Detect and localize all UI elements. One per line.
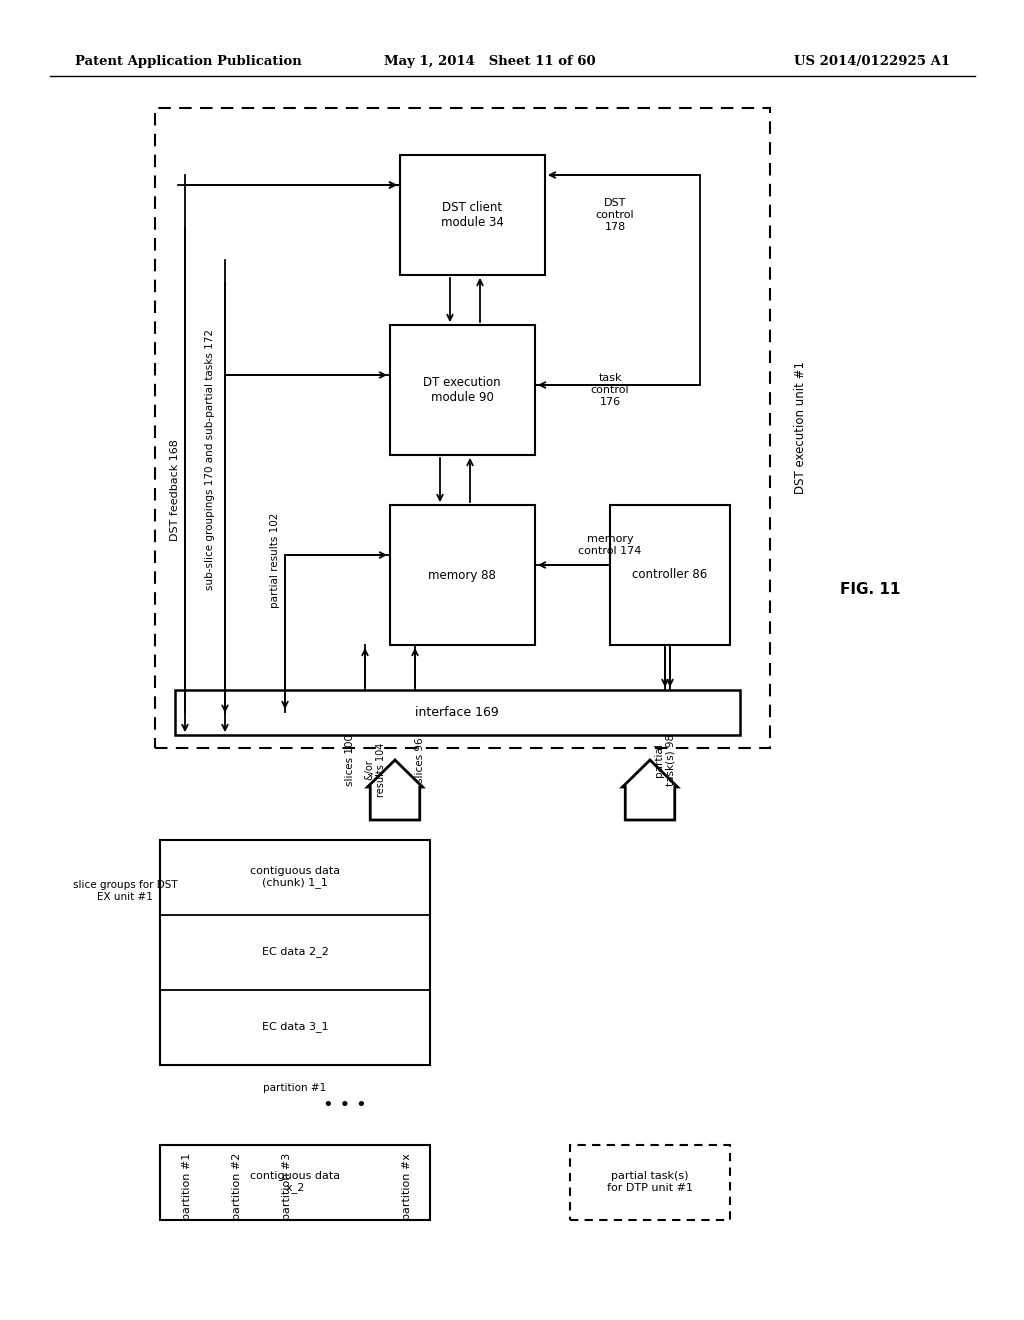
Text: EC data 2_2: EC data 2_2 [261, 946, 329, 957]
Bar [390, 325, 535, 455]
Polygon shape [623, 760, 678, 820]
Text: partition #3: partition #3 [282, 1152, 292, 1220]
Text: sub-slice groupings 170 and sub-partial tasks 172: sub-slice groupings 170 and sub-partial … [205, 330, 215, 590]
Bar [160, 1144, 430, 1220]
Bar [175, 690, 740, 735]
Text: • • •: • • • [324, 1096, 367, 1114]
Text: contiguous data
(chunk) 1_1: contiguous data (chunk) 1_1 [250, 866, 340, 888]
Text: FIG. 11: FIG. 11 [840, 582, 900, 598]
Text: controller 86: controller 86 [633, 569, 708, 582]
Bar [155, 108, 770, 748]
Text: partition #1: partition #1 [263, 1082, 327, 1093]
Text: memory 88: memory 88 [428, 569, 496, 582]
Text: memory
control 174: memory control 174 [579, 535, 642, 556]
Text: DST
control
178: DST control 178 [596, 198, 634, 231]
Text: DST execution unit #1: DST execution unit #1 [794, 362, 807, 495]
Text: May 1, 2014   Sheet 11 of 60: May 1, 2014 Sheet 11 of 60 [384, 55, 596, 69]
Text: slices 100: slices 100 [345, 734, 355, 785]
Polygon shape [368, 760, 423, 820]
Text: slice groups for DST
EX unit #1: slice groups for DST EX unit #1 [73, 880, 177, 902]
Text: partial results 102: partial results 102 [270, 512, 280, 607]
Text: partial
task(s) 98: partial task(s) 98 [654, 734, 676, 787]
Text: DST feedback 168: DST feedback 168 [170, 440, 180, 541]
Text: task
control
176: task control 176 [591, 374, 630, 407]
Text: contiguous data
x_2: contiguous data x_2 [250, 1171, 340, 1193]
Bar [610, 506, 730, 645]
Text: partition #2: partition #2 [232, 1152, 242, 1220]
Text: DST client
module 34: DST client module 34 [440, 201, 504, 228]
Bar [160, 840, 430, 1065]
Text: partial task(s)
for DTP unit #1: partial task(s) for DTP unit #1 [607, 1171, 693, 1193]
Text: slices 96: slices 96 [415, 737, 425, 783]
Text: partition #x: partition #x [402, 1154, 412, 1220]
Text: Patent Application Publication: Patent Application Publication [75, 55, 302, 69]
Text: &/or
results 104: &/or results 104 [365, 743, 386, 797]
Bar [400, 154, 545, 275]
Bar [390, 506, 535, 645]
Text: interface 169: interface 169 [415, 705, 499, 718]
Text: partition #1: partition #1 [182, 1152, 193, 1220]
Bar [570, 1144, 730, 1220]
Text: US 2014/0122925 A1: US 2014/0122925 A1 [794, 55, 950, 69]
Text: EC data 3_1: EC data 3_1 [262, 1022, 329, 1032]
Text: DT execution
module 90: DT execution module 90 [423, 376, 501, 404]
